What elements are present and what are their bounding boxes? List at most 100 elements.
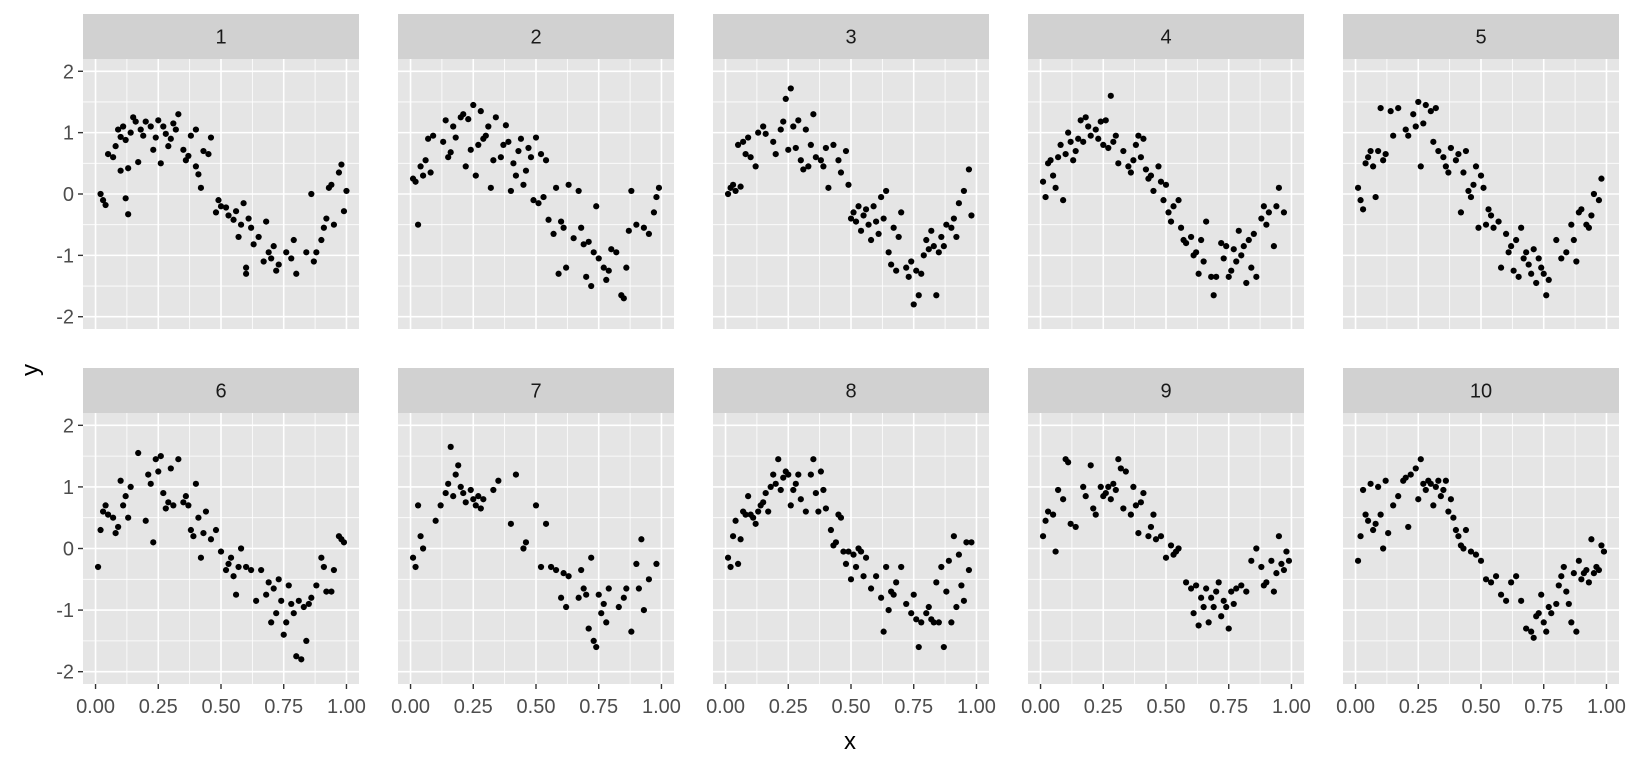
data-point: [275, 576, 282, 583]
data-point: [157, 453, 164, 460]
data-point: [263, 591, 270, 598]
data-point: [742, 511, 749, 518]
data-point: [1210, 603, 1217, 611]
data-point: [732, 187, 739, 195]
data-point: [1102, 117, 1109, 124]
data-point: [875, 230, 882, 237]
data-point: [1430, 138, 1437, 145]
x-tick-label: 1.00: [642, 696, 681, 718]
data-point: [187, 132, 194, 139]
data-point: [200, 147, 207, 155]
data-point: [1157, 178, 1165, 185]
data-point: [419, 172, 427, 179]
facet-panel-6: 6 -2 -1 0 1 2 0.00 0.25 0.50 0.75 1.00: [56, 368, 366, 718]
data-point: [115, 126, 122, 133]
data-point: [122, 493, 129, 500]
data-point: [253, 597, 260, 604]
data-point: [162, 130, 169, 137]
data-point: [1427, 480, 1434, 487]
data-point: [1130, 157, 1137, 164]
data-point: [1380, 157, 1387, 164]
data-point: [860, 212, 867, 219]
data-point: [172, 126, 179, 133]
data-point: [1535, 255, 1542, 262]
data-point: [1162, 181, 1170, 188]
data-point: [935, 249, 942, 256]
data-point: [450, 123, 457, 130]
data-point: [527, 154, 535, 161]
data-point: [437, 502, 444, 509]
y-axis-title: y: [17, 364, 44, 376]
data-point: [1387, 108, 1394, 115]
data-point: [1427, 108, 1434, 115]
data-point: [152, 134, 159, 141]
data-point: [295, 597, 302, 604]
data-point: [802, 126, 809, 133]
data-point: [1515, 273, 1522, 280]
data-point: [283, 249, 290, 256]
x-tick-label: 0.50: [202, 696, 241, 718]
data-point: [300, 603, 307, 611]
x-tick-label: 0.50: [832, 696, 871, 718]
data-point: [460, 111, 467, 118]
data-point: [537, 563, 545, 571]
data-point: [915, 643, 922, 651]
data-point: [1538, 264, 1545, 271]
data-point: [1285, 557, 1293, 564]
data-point: [580, 241, 587, 248]
facet-strip-label: 1: [215, 27, 226, 49]
data-point: [1525, 261, 1532, 268]
data-point: [585, 625, 592, 632]
data-point: [1225, 273, 1232, 280]
data-point: [1377, 104, 1384, 112]
data-point: [265, 249, 272, 256]
data-point: [1115, 160, 1122, 167]
data-point: [724, 554, 732, 561]
data-point: [729, 181, 737, 188]
data-point: [1442, 477, 1449, 484]
data-point: [512, 471, 520, 478]
data-point: [1563, 249, 1570, 256]
data-point: [278, 597, 285, 604]
data-point: [1195, 270, 1202, 277]
data-point: [273, 610, 280, 617]
data-point: [242, 563, 250, 571]
data-point: [167, 135, 174, 142]
data-point: [1508, 243, 1515, 250]
data-point: [283, 619, 290, 626]
data-point: [320, 563, 327, 571]
data-point: [185, 502, 192, 509]
data-point: [202, 508, 210, 515]
data-point: [1220, 255, 1227, 262]
data-point: [1505, 249, 1512, 256]
data-point: [1228, 267, 1235, 274]
data-point: [765, 508, 772, 515]
data-point: [1598, 175, 1605, 182]
data-point: [890, 224, 897, 231]
data-point: [432, 517, 439, 524]
data-point: [1238, 252, 1245, 259]
data-point: [885, 606, 892, 614]
facet-strip: [1028, 14, 1304, 59]
data-point: [1193, 249, 1200, 256]
x-tick-label: 0.50: [1462, 696, 1501, 718]
data-point: [847, 576, 855, 583]
data-point: [502, 122, 509, 129]
facet-strip-label: 8: [845, 381, 856, 403]
data-point: [603, 619, 610, 626]
facet-panel-2: 2: [398, 14, 674, 329]
data-point: [1112, 486, 1119, 494]
facet-panel-7: 7 0.00 0.25 0.50 0.75 1.00: [391, 368, 681, 718]
data-point: [570, 235, 577, 242]
data-point: [1039, 178, 1047, 185]
data-point: [600, 264, 607, 271]
data-point: [1240, 243, 1247, 250]
data-point: [1372, 520, 1379, 527]
data-point: [555, 270, 562, 277]
data-point: [1533, 279, 1540, 287]
data-point: [734, 560, 742, 567]
data-point: [645, 576, 653, 583]
data-point: [1110, 138, 1117, 145]
data-point: [1122, 468, 1129, 475]
data-point: [1565, 600, 1572, 608]
